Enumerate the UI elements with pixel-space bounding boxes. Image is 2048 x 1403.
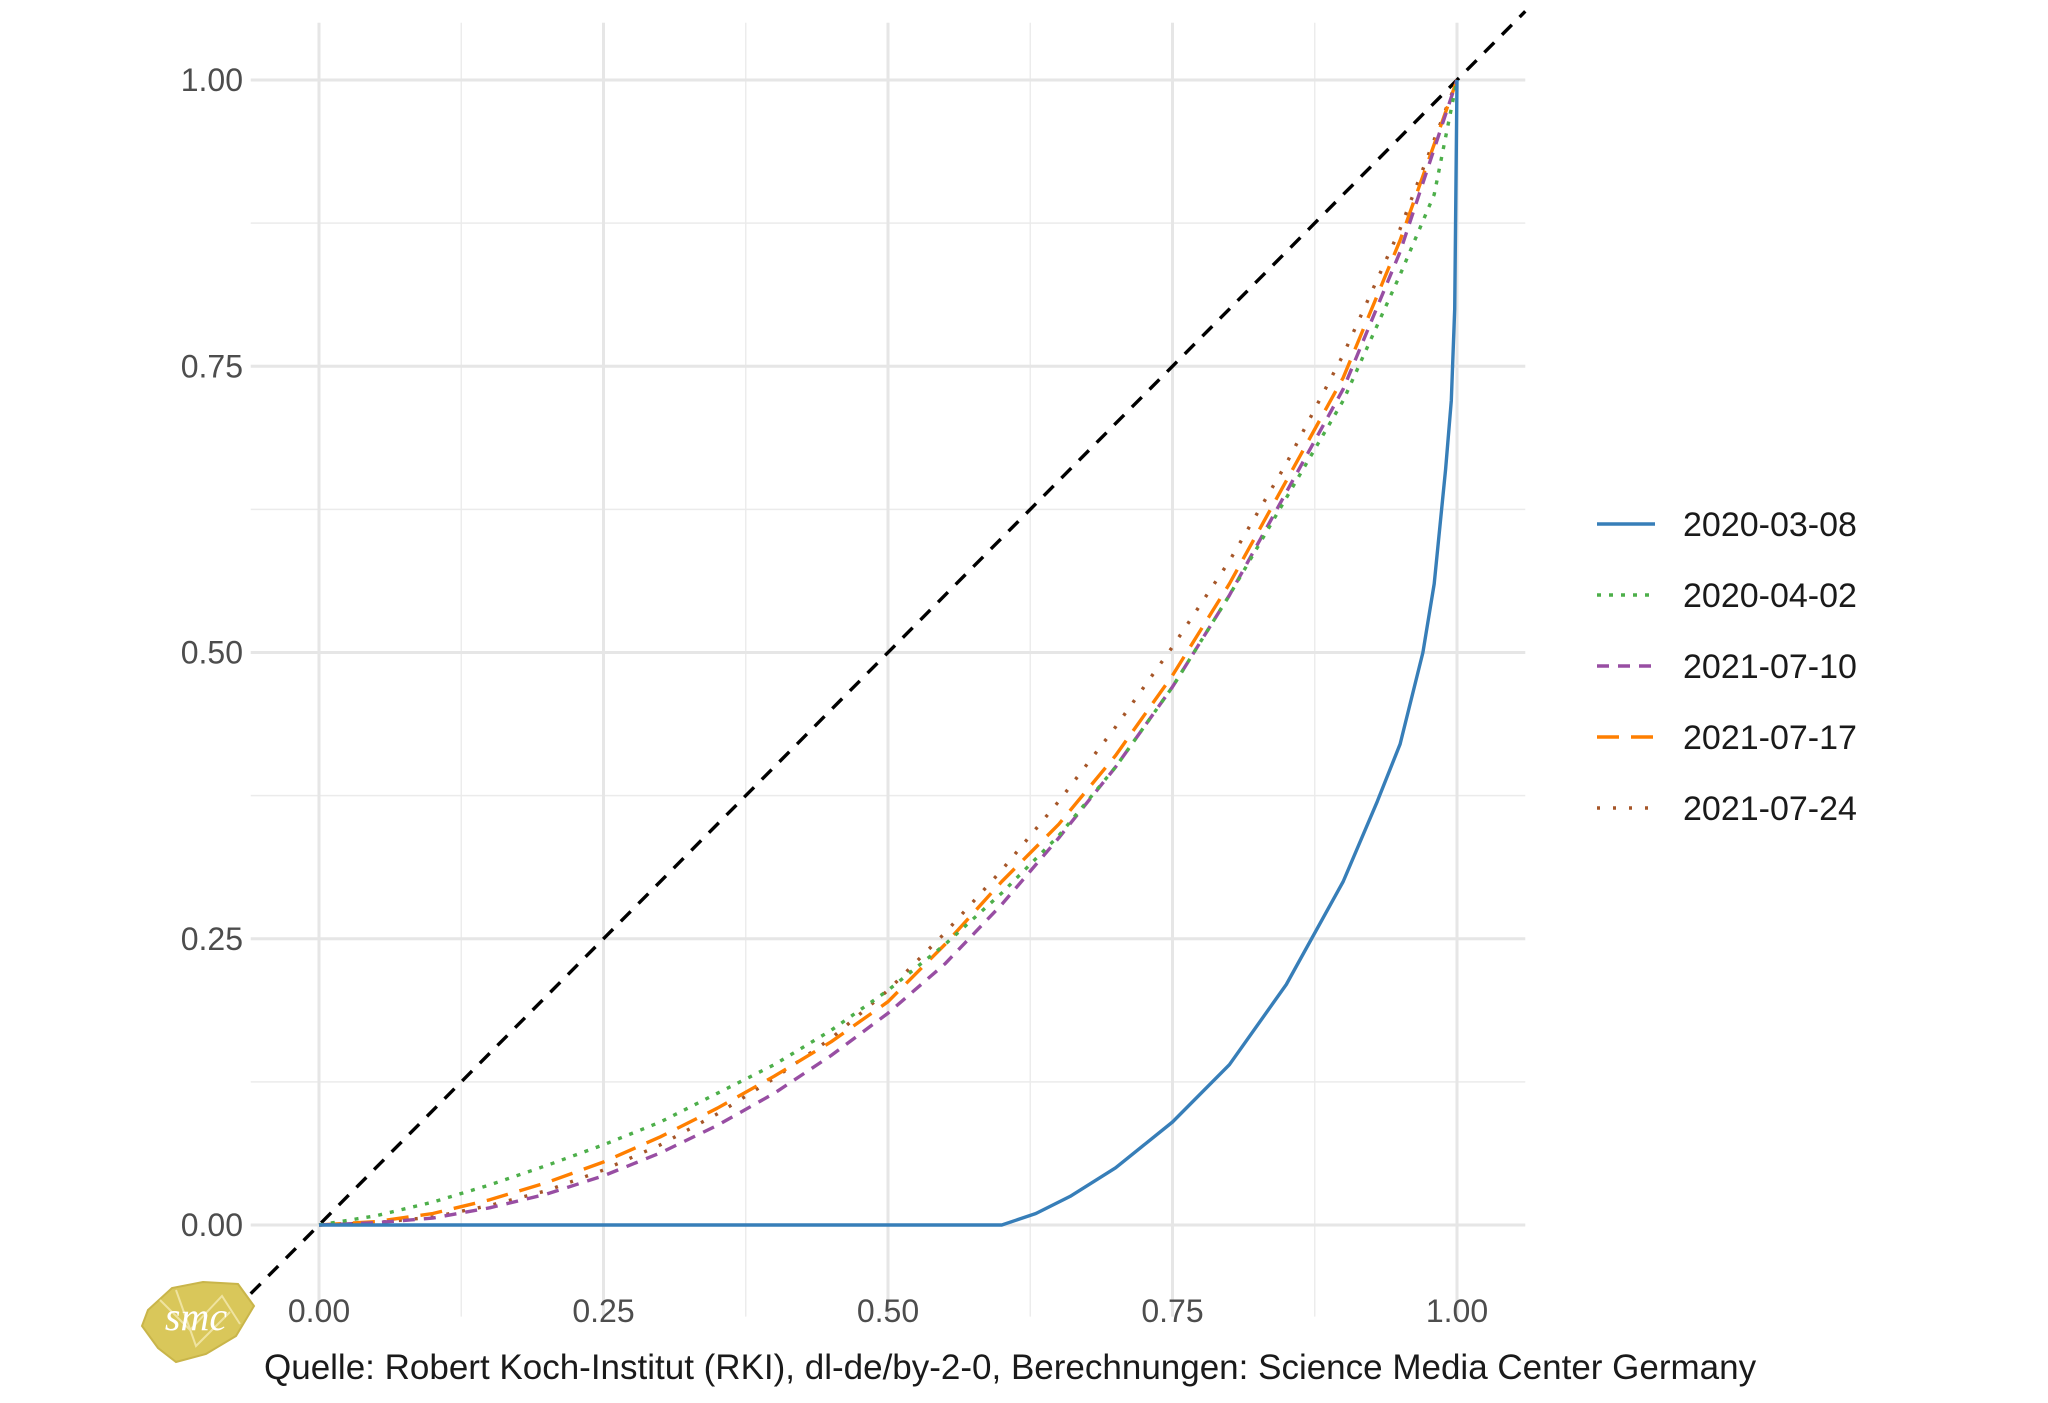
legend-item: 2021-07-24 xyxy=(1597,790,1857,828)
x-tick-label: 0.00 xyxy=(288,1293,350,1329)
x-tick-label: 0.25 xyxy=(572,1293,634,1329)
equality-line xyxy=(249,10,1527,1295)
source-caption: Quelle: Robert Koch-Institut (RKI), dl-d… xyxy=(264,1348,1757,1387)
legend-label: 2021-07-24 xyxy=(1683,790,1857,828)
legend-label: 2020-03-08 xyxy=(1683,506,1857,544)
legend-item: 2021-07-10 xyxy=(1597,648,1857,686)
x-axis-ticks: 0.00 0.25 0.50 0.75 1.00 xyxy=(288,1293,1488,1329)
legend-item: 2020-04-02 xyxy=(1597,577,1857,615)
y-axis-ticks: 0.00 0.25 0.50 0.75 1.00 xyxy=(181,62,243,1243)
y-tick-label: 0.00 xyxy=(181,1207,243,1243)
series-line-2021-07-10 xyxy=(318,79,1459,1227)
series-lines xyxy=(318,79,1459,1227)
series-line-2020-03-08 xyxy=(319,79,1459,1227)
smc-logo: smc xyxy=(140,1280,256,1364)
y-tick-label: 0.25 xyxy=(181,921,243,957)
legend-label: 2021-07-10 xyxy=(1683,648,1857,686)
y-tick-label: 1.00 xyxy=(181,62,243,98)
legend-label: 2020-04-02 xyxy=(1683,577,1857,615)
reference-diagonal xyxy=(249,10,1527,1295)
legend: 2020-03-08 2020-04-02 2021-07-10 2021-07-17… xyxy=(1597,506,1857,828)
series-line-2020-04-02 xyxy=(318,79,1459,1227)
x-tick-label: 1.00 xyxy=(1426,1293,1488,1329)
legend-item: 2021-07-17 xyxy=(1597,719,1857,757)
y-tick-label: 0.50 xyxy=(181,635,243,671)
series-line-2021-07-17 xyxy=(318,79,1459,1227)
x-tick-label: 0.50 xyxy=(857,1293,919,1329)
grid-lines xyxy=(250,22,1526,1317)
y-tick-label: 0.75 xyxy=(181,348,243,384)
logo-text: smc xyxy=(165,1294,227,1339)
legend-item: 2020-03-08 xyxy=(1597,506,1857,544)
x-tick-label: 0.75 xyxy=(1141,1293,1203,1329)
legend-label: 2021-07-17 xyxy=(1683,719,1857,757)
